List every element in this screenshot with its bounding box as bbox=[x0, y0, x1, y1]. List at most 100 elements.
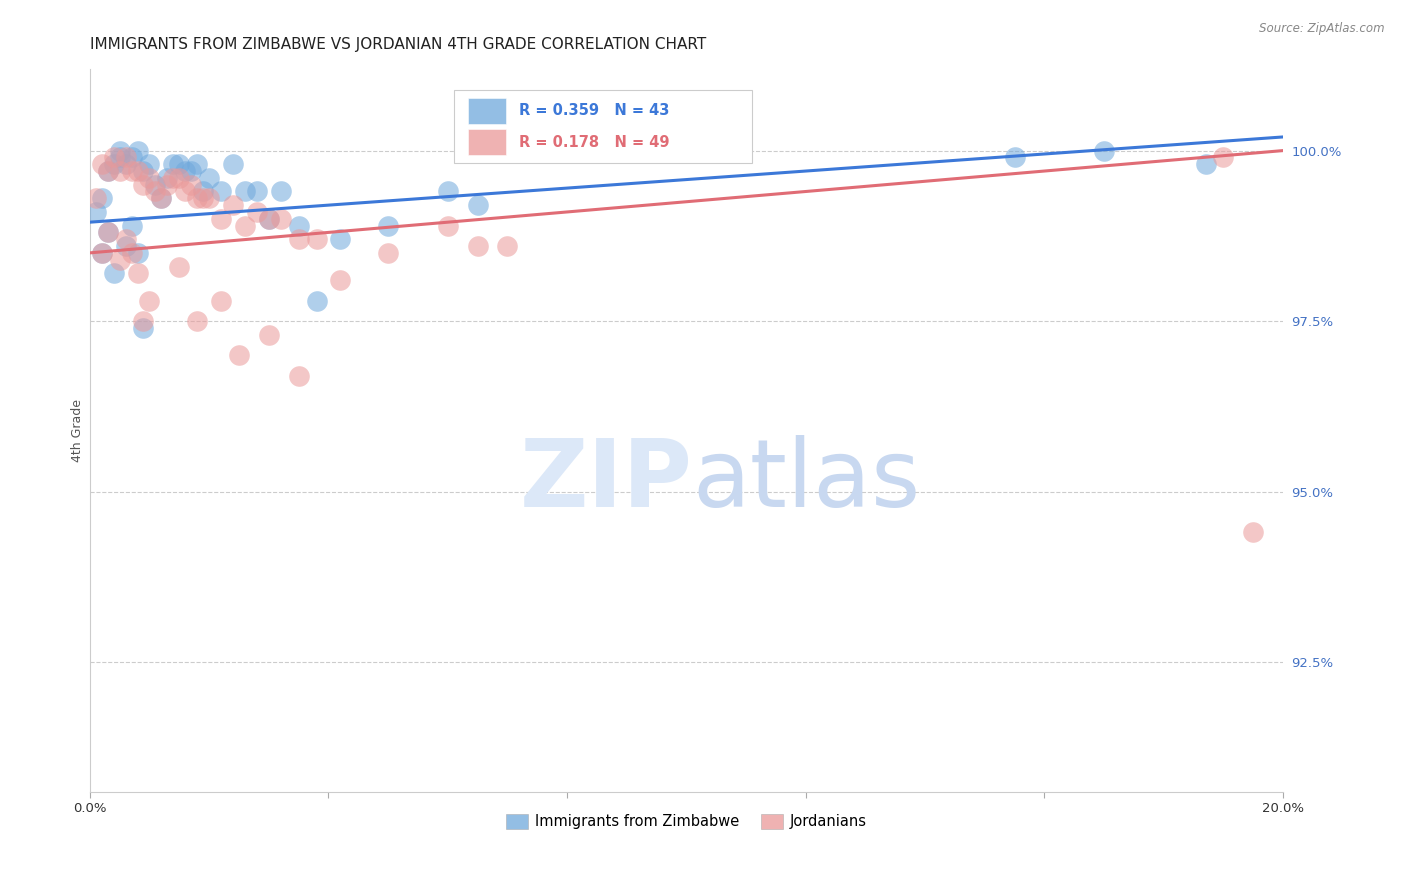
Point bbox=[108, 144, 131, 158]
Point bbox=[496, 239, 519, 253]
Point bbox=[191, 191, 214, 205]
Point bbox=[169, 170, 191, 185]
Point bbox=[114, 157, 136, 171]
Point bbox=[114, 232, 136, 246]
Point bbox=[162, 170, 184, 185]
Point bbox=[145, 178, 167, 192]
Point bbox=[121, 164, 143, 178]
Point bbox=[150, 191, 173, 205]
Point bbox=[257, 211, 280, 226]
Point bbox=[90, 191, 112, 205]
Point bbox=[329, 273, 352, 287]
Point bbox=[132, 178, 155, 192]
FancyBboxPatch shape bbox=[468, 129, 506, 155]
Point bbox=[145, 185, 167, 199]
Point bbox=[436, 219, 458, 233]
Text: R = 0.178   N = 49: R = 0.178 N = 49 bbox=[519, 135, 669, 150]
Point bbox=[467, 239, 489, 253]
Point bbox=[1092, 144, 1115, 158]
Point bbox=[222, 198, 245, 212]
Point bbox=[1004, 150, 1026, 164]
Point bbox=[305, 232, 328, 246]
Point bbox=[121, 150, 143, 164]
Point bbox=[174, 164, 197, 178]
Point bbox=[90, 245, 112, 260]
Point bbox=[169, 260, 191, 274]
Point bbox=[156, 170, 179, 185]
Point bbox=[138, 157, 160, 171]
FancyBboxPatch shape bbox=[454, 90, 752, 162]
Point bbox=[174, 185, 197, 199]
Point bbox=[90, 157, 112, 171]
Point bbox=[305, 293, 328, 308]
Point bbox=[127, 266, 149, 280]
Point bbox=[138, 170, 160, 185]
Point bbox=[257, 211, 280, 226]
Point bbox=[114, 239, 136, 253]
Point bbox=[233, 219, 256, 233]
Point bbox=[97, 226, 120, 240]
Point bbox=[287, 368, 309, 383]
Point bbox=[121, 245, 143, 260]
Point bbox=[150, 191, 173, 205]
Point bbox=[180, 164, 202, 178]
Point bbox=[127, 164, 149, 178]
Text: R = 0.359   N = 43: R = 0.359 N = 43 bbox=[519, 103, 669, 118]
Point bbox=[97, 164, 120, 178]
Point bbox=[108, 150, 131, 164]
Point bbox=[270, 211, 292, 226]
Legend: Immigrants from Zimbabwe, Jordanians: Immigrants from Zimbabwe, Jordanians bbox=[501, 808, 873, 835]
Point bbox=[436, 185, 458, 199]
Point bbox=[467, 198, 489, 212]
Point bbox=[209, 293, 232, 308]
Point bbox=[103, 150, 125, 164]
Point bbox=[246, 185, 269, 199]
Point bbox=[138, 293, 160, 308]
Point bbox=[132, 321, 155, 335]
Point bbox=[103, 157, 125, 171]
Point bbox=[186, 314, 208, 328]
Point bbox=[108, 252, 131, 267]
FancyBboxPatch shape bbox=[468, 97, 506, 124]
Point bbox=[270, 185, 292, 199]
Point bbox=[222, 157, 245, 171]
Point bbox=[377, 219, 399, 233]
Point bbox=[1212, 150, 1234, 164]
Text: IMMIGRANTS FROM ZIMBABWE VS JORDANIAN 4TH GRADE CORRELATION CHART: IMMIGRANTS FROM ZIMBABWE VS JORDANIAN 4T… bbox=[90, 37, 706, 53]
Point bbox=[191, 185, 214, 199]
Point bbox=[97, 164, 120, 178]
Point bbox=[84, 205, 107, 219]
Point bbox=[169, 157, 191, 171]
Point bbox=[132, 314, 155, 328]
Point bbox=[114, 150, 136, 164]
Point bbox=[186, 157, 208, 171]
Point bbox=[127, 144, 149, 158]
Point bbox=[103, 266, 125, 280]
Point bbox=[84, 191, 107, 205]
Point bbox=[246, 205, 269, 219]
Point bbox=[228, 348, 250, 362]
Point bbox=[198, 170, 221, 185]
Point bbox=[127, 245, 149, 260]
Point bbox=[156, 178, 179, 192]
Point bbox=[329, 232, 352, 246]
Point bbox=[287, 232, 309, 246]
Point bbox=[162, 157, 184, 171]
Point bbox=[377, 245, 399, 260]
Point bbox=[97, 226, 120, 240]
Point bbox=[1194, 157, 1216, 171]
Point bbox=[180, 178, 202, 192]
Text: atlas: atlas bbox=[692, 434, 921, 527]
Point bbox=[121, 219, 143, 233]
Point bbox=[132, 164, 155, 178]
Point bbox=[233, 185, 256, 199]
Point bbox=[209, 211, 232, 226]
Text: Source: ZipAtlas.com: Source: ZipAtlas.com bbox=[1260, 22, 1385, 36]
Point bbox=[198, 191, 221, 205]
Text: ZIP: ZIP bbox=[520, 434, 692, 527]
Point bbox=[257, 327, 280, 342]
Y-axis label: 4th Grade: 4th Grade bbox=[72, 399, 84, 462]
Point bbox=[186, 191, 208, 205]
Point bbox=[90, 245, 112, 260]
Point bbox=[287, 219, 309, 233]
